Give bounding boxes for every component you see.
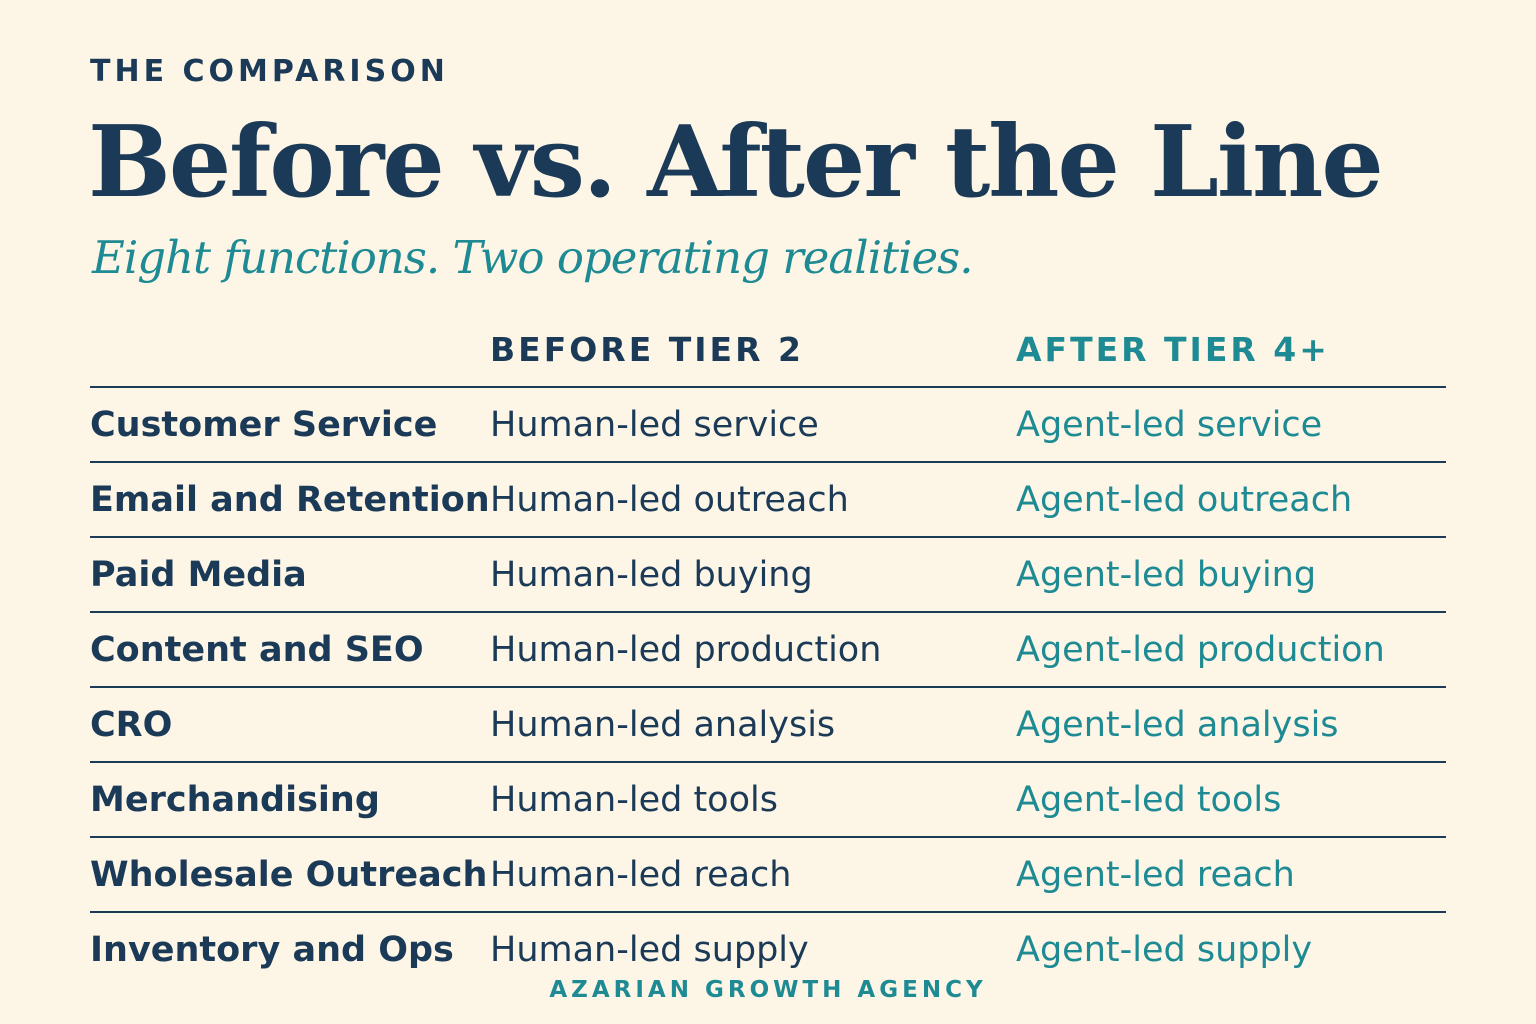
after-cell: Agent-led outreach: [1016, 480, 1353, 520]
before-cell: Human-led buying: [490, 555, 813, 595]
table-header-row: BEFORE TIER 2 AFTER TIER 4+: [90, 320, 1446, 388]
function-cell: Wholesale Outreach: [90, 855, 488, 895]
comparison-table: BEFORE TIER 2 AFTER TIER 4+ Customer Ser…: [90, 320, 1446, 986]
before-cell: Human-led tools: [490, 780, 778, 820]
eyebrow-label: THE COMPARISON: [90, 54, 449, 89]
agency-footer: AZARIAN GROWTH AGENCY: [549, 977, 987, 1003]
after-cell: Agent-led supply: [1016, 930, 1313, 970]
page-subtitle: Eight functions. Two operating realities…: [92, 231, 974, 284]
before-cell: Human-led service: [490, 405, 819, 445]
table-row: Wholesale Outreach Human-led reach Agent…: [90, 838, 1446, 913]
after-cell: Agent-led production: [1016, 630, 1385, 670]
function-cell: Email and Retention: [90, 480, 490, 520]
column-header-before: BEFORE TIER 2: [490, 330, 804, 369]
table-row: Content and SEO Human-led production Age…: [90, 613, 1446, 688]
function-cell: Merchandising: [90, 780, 380, 820]
after-cell: Agent-led reach: [1016, 855, 1295, 895]
page-title: Before vs. After the Line: [88, 105, 1384, 220]
after-cell: Agent-led service: [1016, 405, 1323, 445]
function-cell: Inventory and Ops: [90, 930, 454, 970]
table-row: Inventory and Ops Human-led supply Agent…: [90, 913, 1446, 986]
before-cell: Human-led production: [490, 630, 882, 670]
table-row: Email and Retention Human-led outreach A…: [90, 463, 1446, 538]
function-cell: Customer Service: [90, 405, 438, 445]
table-row: Merchandising Human-led tools Agent-led …: [90, 763, 1446, 838]
column-header-after: AFTER TIER 4+: [1016, 330, 1330, 369]
after-cell: Agent-led buying: [1016, 555, 1317, 595]
function-cell: Content and SEO: [90, 630, 424, 670]
after-cell: Agent-led analysis: [1016, 705, 1339, 745]
table-row: CRO Human-led analysis Agent-led analysi…: [90, 688, 1446, 763]
before-cell: Human-led supply: [490, 930, 809, 970]
before-cell: Human-led analysis: [490, 705, 836, 745]
after-cell: Agent-led tools: [1016, 780, 1282, 820]
function-cell: Paid Media: [90, 555, 307, 595]
table-row: Paid Media Human-led buying Agent-led bu…: [90, 538, 1446, 613]
function-cell: CRO: [90, 705, 173, 745]
table-row: Customer Service Human-led service Agent…: [90, 388, 1446, 463]
before-cell: Human-led reach: [490, 855, 792, 895]
before-cell: Human-led outreach: [490, 480, 849, 520]
